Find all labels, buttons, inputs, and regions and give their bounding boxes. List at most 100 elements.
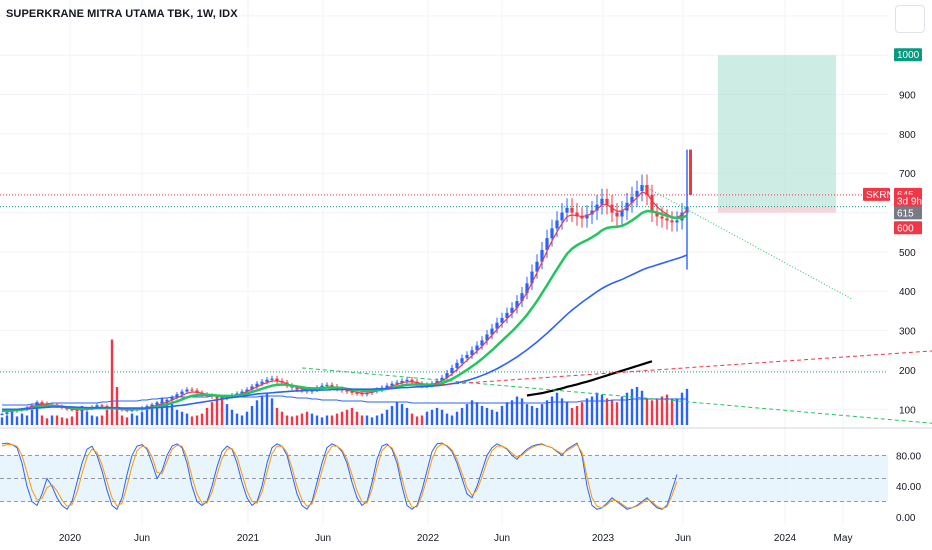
- volume-bar: [575, 406, 579, 425]
- volume-bar: [380, 413, 384, 425]
- volume-bar: [275, 407, 279, 425]
- volume-bar: [550, 396, 554, 425]
- volume-bar: [455, 411, 459, 425]
- volume-bar: [170, 404, 174, 425]
- volume-bar: [660, 396, 664, 425]
- volume-bar: [195, 415, 199, 425]
- volume-bar: [655, 398, 659, 425]
- volume-bar: [645, 398, 649, 425]
- volume-bar: [190, 416, 194, 425]
- price-tag-bg: [894, 48, 922, 62]
- candle-body: [575, 212, 579, 217]
- volume-bar: [160, 398, 164, 425]
- volume-bar: [665, 394, 669, 425]
- stoch-tick-label: 80.00: [896, 451, 921, 462]
- price-tag-label: SKRN: [866, 190, 894, 201]
- candle-body: [0, 413, 4, 415]
- candle-body: [40, 402, 44, 404]
- candle-body: [180, 391, 184, 395]
- candle-body: [660, 216, 664, 219]
- price-tick-label: 500: [899, 248, 916, 259]
- volume-bar: [465, 404, 469, 425]
- volume-bar: [40, 415, 44, 425]
- candle-body: [655, 212, 659, 217]
- candle-body: [405, 379, 409, 381]
- candle-body: [5, 412, 9, 414]
- candle-body: [240, 391, 244, 394]
- price-tag-bg: [894, 206, 922, 220]
- volume-bar: [60, 417, 64, 425]
- volume-bar: [635, 387, 639, 425]
- candle-body: [260, 381, 264, 384]
- candle-body: [500, 317, 504, 323]
- volume-bar: [600, 394, 604, 425]
- volume-bar: [110, 339, 114, 425]
- volume-bar: [615, 402, 619, 425]
- volume-bar: [620, 396, 624, 425]
- candle-body: [450, 367, 454, 374]
- price-candles: [0, 149, 692, 416]
- volume-bar: [390, 406, 394, 425]
- candle-body: [400, 380, 404, 383]
- volume-bar: [375, 415, 379, 425]
- candle-body: [505, 312, 509, 318]
- candle-body: [100, 405, 104, 407]
- volume-bar: [630, 388, 634, 425]
- volume-bar: [55, 415, 59, 425]
- moving-average-3: [526, 360, 653, 397]
- volume-bar: [95, 416, 99, 425]
- candle-body: [455, 362, 459, 368]
- volume-bar: [445, 413, 449, 425]
- candle-body: [270, 378, 274, 380]
- candle-body: [630, 196, 634, 203]
- volume-bar: [80, 406, 84, 425]
- price-tag-label: 600: [897, 223, 914, 234]
- volume-bar: [515, 396, 519, 425]
- candle-body: [480, 340, 484, 346]
- time-tick-label: May: [834, 533, 853, 544]
- volume-bar: [270, 398, 274, 425]
- candle-body: [490, 328, 494, 335]
- trendline-1: [301, 367, 932, 424]
- volume-bar: [585, 398, 589, 425]
- candle-body: [635, 190, 639, 197]
- volume-bar: [650, 400, 654, 425]
- time-tick-label: 2021: [237, 533, 260, 544]
- volume-bar: [85, 411, 89, 425]
- volume-bar: [250, 406, 254, 425]
- stochastic-panel: [0, 442, 888, 511]
- chart-settings-button[interactable]: [895, 5, 925, 33]
- volume-bar: [385, 409, 389, 425]
- volume-bar: [5, 415, 9, 425]
- price-tag-bg: [863, 187, 890, 201]
- price-tick-label: 100: [899, 405, 916, 416]
- moving-averages: [1, 191, 688, 413]
- time-tick-label: Jun: [315, 533, 331, 544]
- candle-body: [560, 212, 564, 221]
- candle-body: [665, 218, 669, 221]
- candle-body: [155, 402, 159, 405]
- price-tick-label: 300: [899, 327, 916, 338]
- volume-bar: [315, 415, 319, 425]
- moving-average-2: [2, 254, 688, 411]
- candle-body: [160, 401, 164, 403]
- volume-bar: [355, 411, 359, 425]
- volume-bar: [225, 404, 229, 425]
- volume-bar: [570, 407, 574, 425]
- volume-bar: [480, 406, 484, 425]
- candle-body: [195, 390, 199, 393]
- volume-bar: [25, 415, 29, 425]
- candle-body: [610, 204, 614, 213]
- candle-body: [460, 358, 464, 363]
- candle-body: [275, 378, 279, 381]
- price-tick-label: 400: [899, 287, 916, 298]
- volume-bar: [405, 407, 409, 425]
- volume-bar: [510, 400, 514, 425]
- moving-average-1: [2, 209, 688, 413]
- volume-bar: [305, 411, 309, 425]
- volume-bar: [460, 407, 464, 425]
- volume-bar: [100, 415, 104, 425]
- candle-body: [350, 391, 354, 393]
